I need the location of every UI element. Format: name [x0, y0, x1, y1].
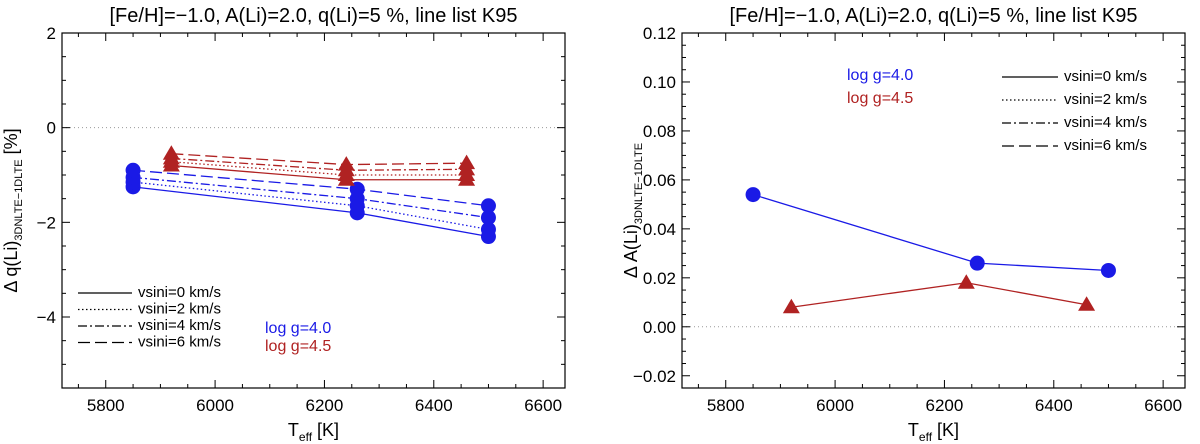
y-tick-label: 0.02 — [643, 269, 676, 288]
chart-panel-left: [Fe/H]=−1.0, A(Li)=2.0, q(Li)=5 %, line … — [1, 5, 566, 444]
x-axis-label: Teff [K] — [288, 420, 339, 444]
y-tick-label: 0.08 — [643, 122, 676, 141]
x-tick-label: 6000 — [196, 396, 234, 415]
data-point-triangle — [782, 298, 800, 314]
x-tick-label: 6400 — [1035, 396, 1073, 415]
legend-label-vsini-4: vsini=4 km/s — [1064, 114, 1147, 131]
legend-label-vsini-6: vsini=6 km/s — [1064, 137, 1147, 154]
data-point-circle — [745, 187, 761, 203]
x-axis-label: Teff [K] — [908, 420, 959, 444]
data-point-circle — [480, 221, 496, 237]
x-tick-label: 5800 — [707, 396, 745, 415]
series-line — [171, 161, 467, 176]
chart-panel-right: [Fe/H]=−1.0, A(Li)=2.0, q(Li)=5 %, line … — [621, 5, 1186, 444]
y-axis-label: Δ A(Li)3DNLTE−1DLTE — [621, 143, 645, 278]
plot-frame — [61, 32, 566, 389]
plot-frame — [681, 32, 1186, 389]
legend-label-logg: log g=4.5 — [847, 90, 913, 107]
y-tick-label: 2 — [47, 24, 56, 43]
x-tick-label: 5800 — [87, 396, 125, 415]
x-tick-label: 6200 — [926, 396, 964, 415]
data-point-circle — [1100, 262, 1116, 278]
legend-label-vsini-0: vsini=0 km/s — [138, 284, 221, 301]
y-tick-label: 0.04 — [643, 220, 676, 239]
data-point-circle — [969, 255, 985, 271]
y-tick-label: 0 — [47, 119, 56, 138]
x-tick-label: 6600 — [1144, 396, 1182, 415]
data-point-circle — [480, 210, 496, 226]
chart-title: [Fe/H]=−1.0, A(Li)=2.0, q(Li)=5 %, line … — [730, 5, 1138, 27]
legend-label-vsini-6: vsini=6 km/s — [138, 334, 221, 351]
y-tick-label: −2 — [37, 213, 56, 232]
chart-title: [Fe/H]=−1.0, A(Li)=2.0, q(Li)=5 %, line … — [110, 5, 518, 27]
series-line — [752, 193, 1109, 272]
legend-label-vsini-0: vsini=0 km/s — [1064, 68, 1147, 85]
y-tick-label: −4 — [37, 308, 56, 327]
y-axis-label: Δ q(Li)3DNLTE−1DLTE [%] — [1, 128, 25, 292]
x-tick-label: 6400 — [415, 396, 453, 415]
data-point-circle — [480, 198, 496, 214]
legend-label-vsini-4: vsini=4 km/s — [138, 317, 221, 334]
data-point-triangle — [337, 156, 355, 171]
data-point-triangle — [957, 274, 975, 289]
y-tick-label: 0.00 — [643, 318, 676, 337]
legend-label-vsini-2: vsini=2 km/s — [1064, 91, 1147, 108]
y-tick-label: 0.12 — [643, 24, 676, 43]
x-tick-label: 6600 — [524, 396, 562, 415]
series-line — [171, 153, 467, 166]
x-tick-label: 6200 — [306, 396, 344, 415]
legend-label-logg: log g=4.0 — [265, 320, 331, 337]
data-point-circle — [125, 162, 141, 178]
data-point-triangle — [162, 145, 180, 160]
legend-label-vsini-2: vsini=2 km/s — [138, 301, 221, 318]
series-line — [133, 176, 489, 219]
y-tick-label: −0.02 — [633, 367, 676, 386]
series-line — [791, 282, 1087, 308]
y-tick-label: 0.10 — [643, 73, 676, 92]
data-point-triangle — [1078, 296, 1096, 311]
y-tick-label: 0.06 — [643, 171, 676, 190]
series-line — [133, 181, 489, 231]
legend-label-logg: log g=4.5 — [265, 338, 331, 355]
x-tick-label: 6000 — [816, 396, 854, 415]
data-point-triangle — [458, 154, 476, 170]
legend-label-logg: log g=4.0 — [847, 67, 913, 84]
